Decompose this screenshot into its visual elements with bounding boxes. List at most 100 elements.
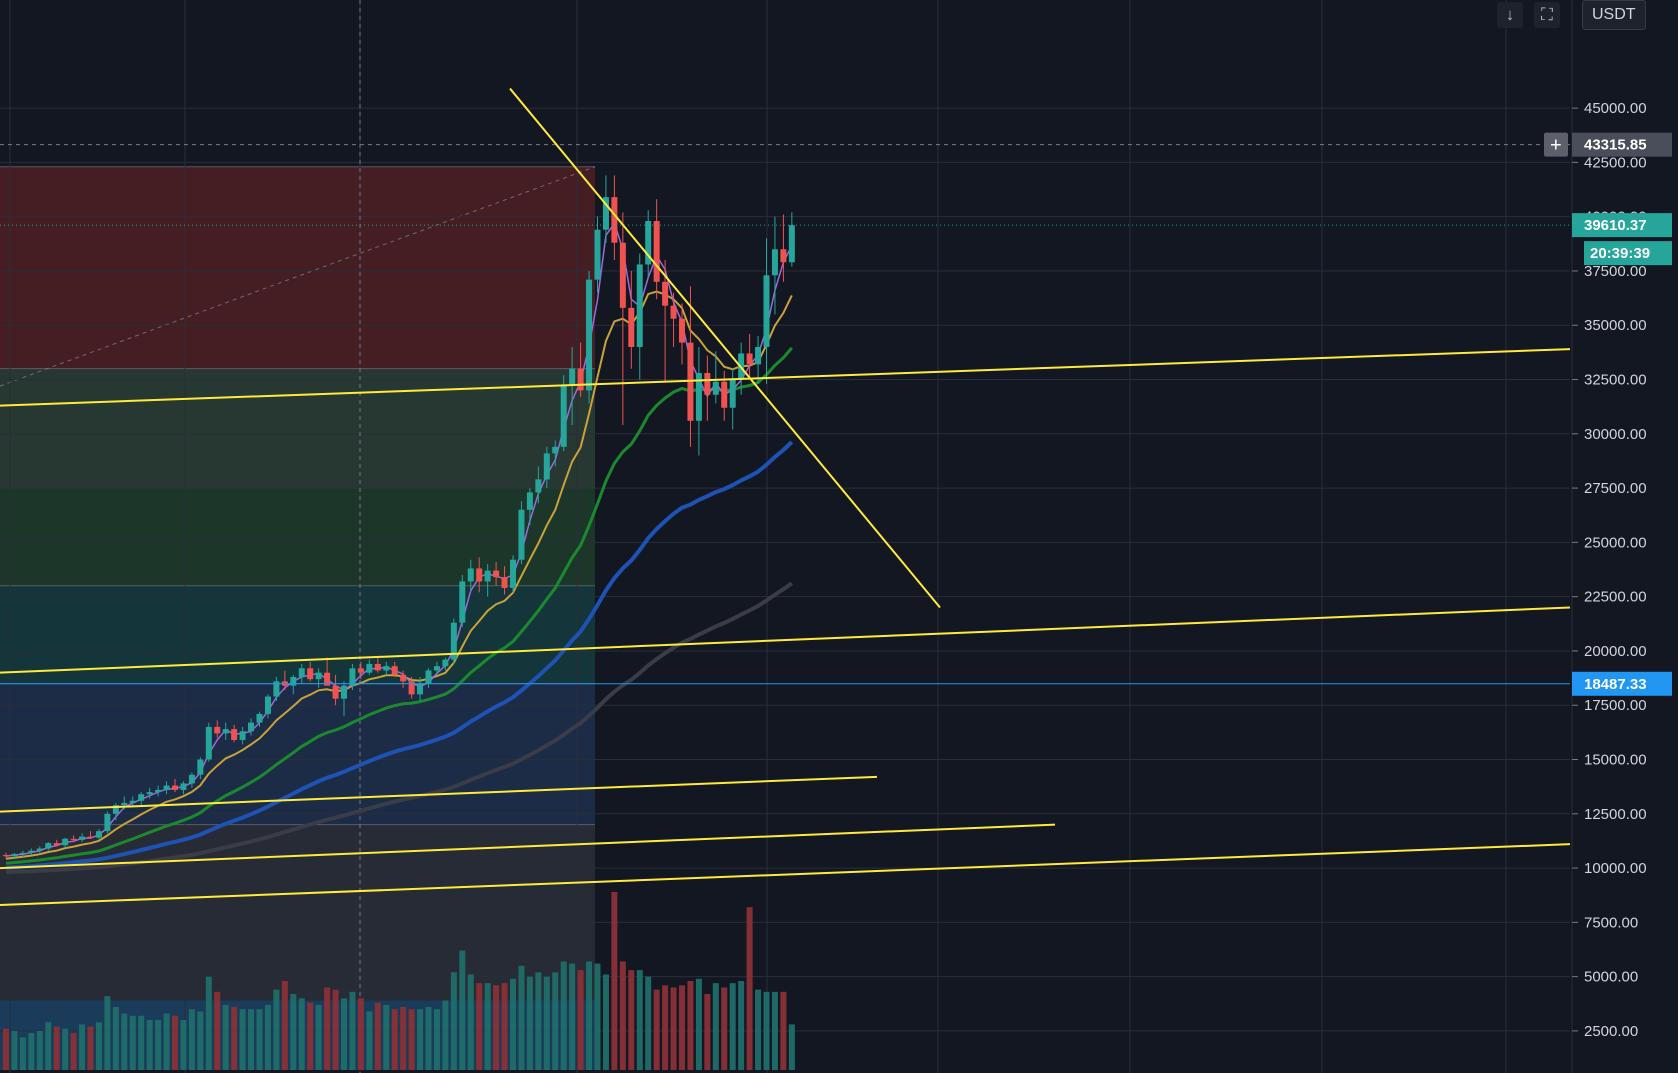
candle-body-0	[3, 855, 9, 857]
volume-bar-67	[569, 963, 576, 1070]
candle-body-48	[408, 681, 415, 695]
candle-body-5	[45, 843, 52, 849]
volume-bar-87	[738, 980, 745, 1070]
crosshair-price-badge	[1572, 132, 1672, 157]
candle-body-55	[467, 568, 474, 582]
candle-body-75	[636, 264, 643, 347]
price-tick-label-10: 27500.00	[1584, 480, 1647, 497]
candle-body-67	[569, 368, 576, 387]
volume-bar-24	[205, 976, 212, 1070]
candle-body-20	[172, 785, 178, 790]
volume-bar-64	[543, 976, 550, 1070]
candle-body-65	[552, 446, 559, 454]
volume-bar-85	[721, 987, 728, 1070]
candle-body-80	[679, 318, 685, 343]
candle-body-77	[653, 221, 660, 282]
volume-bar-29	[248, 1009, 255, 1070]
candle-body-29	[248, 722, 255, 732]
candle-body-36	[307, 668, 314, 680]
candle-body-68	[577, 368, 584, 391]
ma-fast-line	[5, 221, 793, 857]
volume-bar-84	[712, 983, 719, 1070]
price-tick-label-13: 35000.00	[1584, 317, 1647, 334]
volume-bar-39	[332, 989, 339, 1070]
volume-bar-28	[239, 1009, 246, 1070]
volume-bar-92	[780, 991, 787, 1070]
trendlines[interactable]	[0, 87, 1571, 906]
candle-body-6	[53, 843, 60, 846]
candle-body-74	[628, 307, 635, 347]
volume-bar-47	[400, 1007, 407, 1070]
countdown-label: 20:39:39	[1590, 245, 1650, 262]
candlesticks	[3, 175, 795, 860]
candle-body-13	[112, 805, 119, 814]
candle-body-11	[95, 831, 102, 838]
price-tick-label-1: 5000.00	[1584, 969, 1638, 986]
plus-button[interactable]	[1544, 132, 1568, 157]
volume-bar-72	[611, 891, 618, 1070]
candle-body-57	[484, 570, 491, 582]
volume-bar-48	[408, 1009, 415, 1070]
volume-bar-15	[129, 1015, 136, 1070]
candle-body-63	[535, 479, 542, 493]
volume-bar-83	[704, 994, 711, 1070]
candle-body-70	[594, 229, 601, 280]
candle-body-45	[383, 666, 390, 671]
arrow-down-icon: ↓	[1505, 5, 1515, 24]
volume-bar-45	[383, 1004, 390, 1070]
candle-body-84	[712, 381, 719, 395]
volume-bar-82	[695, 978, 702, 1070]
price-tick-label-11: 30000.00	[1584, 426, 1647, 443]
volume-bar-60	[510, 978, 516, 1070]
candle-body-49	[417, 683, 424, 695]
volume-bar-71	[602, 974, 609, 1070]
candle-body-37	[315, 672, 322, 680]
fib-zone-3	[0, 585, 595, 684]
candle-body-72	[611, 197, 618, 243]
volume-bar-19	[163, 1013, 170, 1070]
volume-bar-30	[256, 1009, 263, 1070]
price-badges: 43315.85 + 39610.37 20:39:39 18487.33	[1544, 132, 1672, 696]
currency-label[interactable]: USDT	[1582, 0, 1646, 30]
volume-bar-86	[729, 983, 736, 1070]
level-price-label: 18487.33	[1584, 676, 1647, 693]
candle-body-16	[138, 794, 145, 801]
current-price-label: 39610.37	[1584, 217, 1647, 234]
volume-bar-13	[112, 1007, 119, 1070]
trendline-1	[509, 87, 941, 609]
volume-bar-41	[349, 991, 356, 1070]
candle-body-62	[526, 492, 533, 510]
scroll-down-button[interactable]: ↓	[1497, 2, 1523, 28]
volume-bar-80	[679, 985, 685, 1070]
volume-bar-27	[231, 1007, 238, 1070]
candle-body-82	[695, 373, 702, 421]
volume-bar-23	[197, 1011, 204, 1070]
candle-body-26	[222, 729, 229, 734]
candle-body-41	[349, 668, 356, 686]
countdown-badge	[1584, 241, 1672, 266]
candle-body-2	[19, 852, 26, 854]
candle-body-27	[231, 729, 238, 740]
fullscreen-button[interactable]: ⛶	[1534, 2, 1560, 28]
candle-body-46	[391, 666, 398, 675]
candle-body-89	[755, 346, 762, 365]
candle-body-1	[11, 853, 18, 857]
volume-bar-63	[535, 972, 542, 1070]
candle-body-54	[459, 581, 466, 623]
trendline-3	[0, 775, 878, 813]
candle-body-39	[332, 685, 339, 699]
volume-bar-50	[425, 1007, 432, 1070]
candle-body-85	[721, 381, 728, 408]
price-overlays	[0, 224, 1570, 685]
candle-body-18	[155, 789, 162, 793]
volume-bar-36	[307, 1002, 314, 1070]
volume-bar-10	[87, 1026, 94, 1070]
candle-body-51	[433, 666, 440, 671]
volume-bar-44	[374, 1002, 381, 1070]
fib-diagonal-line	[0, 166, 596, 387]
plus-icon[interactable]: +	[1550, 135, 1562, 157]
price-axis[interactable]: 2500.00 5000.00 7500.00 10000.00 12500.00 150…	[1571, 0, 1678, 1073]
volume-bar-22	[188, 1009, 195, 1070]
volume-bar-79	[670, 987, 677, 1070]
